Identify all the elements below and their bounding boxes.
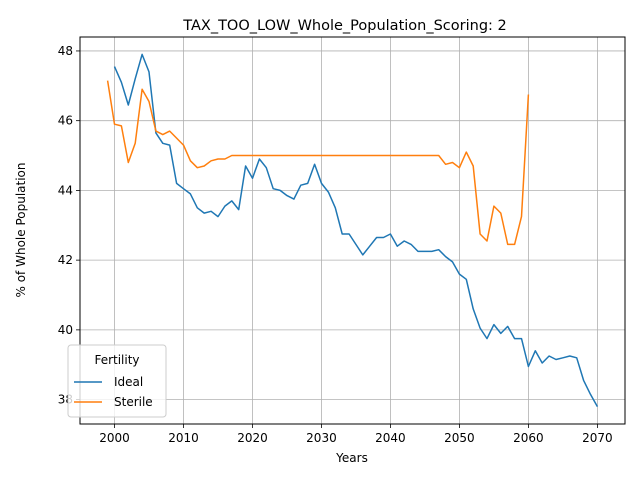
legend-title: Fertility [94, 353, 139, 367]
grid [80, 37, 625, 424]
legend-box [67, 344, 167, 418]
y-tick-label: 48 [58, 44, 73, 58]
legend-label-ideal: Ideal [114, 375, 143, 389]
legend-items: Ideal Sterile [74, 375, 153, 409]
legend-label-sterile: Sterile [114, 395, 153, 409]
x-tick-label: 2070 [582, 431, 613, 445]
legend: Fertility Ideal Sterile [67, 344, 167, 418]
x-tick-label: 2010 [168, 431, 199, 445]
x-tick-label: 2050 [444, 431, 475, 445]
chart-title: TAX_TOO_LOW_Whole_Population_Scoring: 2 [182, 18, 507, 34]
x-tick-label: 2000 [99, 431, 130, 445]
y-tick-label: 44 [58, 183, 73, 197]
series-lines [106, 53, 599, 407]
series-line-sterile [106, 80, 530, 246]
plot-area-frame [79, 36, 626, 425]
x-axis: 2000 2010 2020 2030 2040 2050 2060 2070 [99, 424, 613, 445]
series-line-ideal [113, 53, 599, 407]
x-tick-label: 2030 [306, 431, 337, 445]
y-tick-label: 42 [58, 253, 73, 267]
x-tick-label: 2040 [375, 431, 406, 445]
y-tick-label: 40 [58, 323, 73, 337]
x-tick-label: 2060 [513, 431, 544, 445]
y-axis-label: % of Whole Population [14, 163, 28, 298]
x-tick-label: 2020 [237, 431, 268, 445]
y-tick-label: 46 [58, 114, 73, 128]
x-axis-label: Years [335, 451, 368, 465]
